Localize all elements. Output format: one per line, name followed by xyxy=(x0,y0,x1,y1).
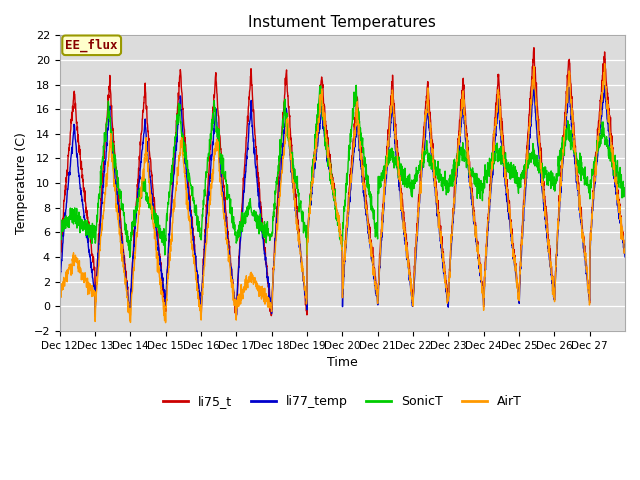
Line: AirT: AirT xyxy=(60,64,625,323)
SonicT xyxy=(545,170,553,176)
li75_t xyxy=(235,266,243,272)
li77_temp xyxy=(113,184,120,190)
li77_temp xyxy=(513,283,520,289)
li75_t xyxy=(530,45,538,50)
Text: EE_flux: EE_flux xyxy=(65,38,118,52)
Line: SonicT: SonicT xyxy=(60,85,625,257)
AirT xyxy=(56,293,63,299)
li75_t xyxy=(621,242,629,248)
AirT xyxy=(601,61,609,67)
SonicT xyxy=(614,158,621,164)
li77_temp xyxy=(530,82,538,88)
li77_temp xyxy=(545,245,553,251)
Line: li77_temp: li77_temp xyxy=(60,85,625,321)
li77_temp xyxy=(614,203,621,208)
li75_t xyxy=(56,274,63,279)
AirT xyxy=(235,297,243,303)
SonicT xyxy=(113,170,120,176)
AirT xyxy=(377,246,385,252)
SonicT xyxy=(56,237,63,243)
AirT xyxy=(113,201,120,207)
li75_t xyxy=(113,171,120,177)
Legend: li75_t, li77_temp, SonicT, AirT: li75_t, li77_temp, SonicT, AirT xyxy=(158,390,527,413)
Line: li75_t: li75_t xyxy=(60,48,625,317)
li75_t xyxy=(614,183,621,189)
AirT xyxy=(621,248,629,253)
li77_temp xyxy=(235,269,243,275)
li75_t xyxy=(545,237,553,242)
SonicT xyxy=(235,230,243,236)
SonicT xyxy=(377,184,385,190)
SonicT xyxy=(353,83,360,88)
li75_t xyxy=(232,314,239,320)
Y-axis label: Temperature (C): Temperature (C) xyxy=(15,132,28,234)
li77_temp xyxy=(56,286,63,292)
SonicT xyxy=(621,191,629,196)
Title: Instument Temperatures: Instument Temperatures xyxy=(248,15,436,30)
li75_t xyxy=(377,240,385,245)
li75_t xyxy=(513,275,520,280)
SonicT xyxy=(126,254,134,260)
AirT xyxy=(614,192,621,198)
li77_temp xyxy=(377,251,385,257)
AirT xyxy=(162,320,170,325)
li77_temp xyxy=(621,254,629,260)
SonicT xyxy=(513,180,521,186)
AirT xyxy=(513,276,520,282)
AirT xyxy=(545,247,552,253)
X-axis label: Time: Time xyxy=(327,356,358,369)
li77_temp xyxy=(126,318,134,324)
